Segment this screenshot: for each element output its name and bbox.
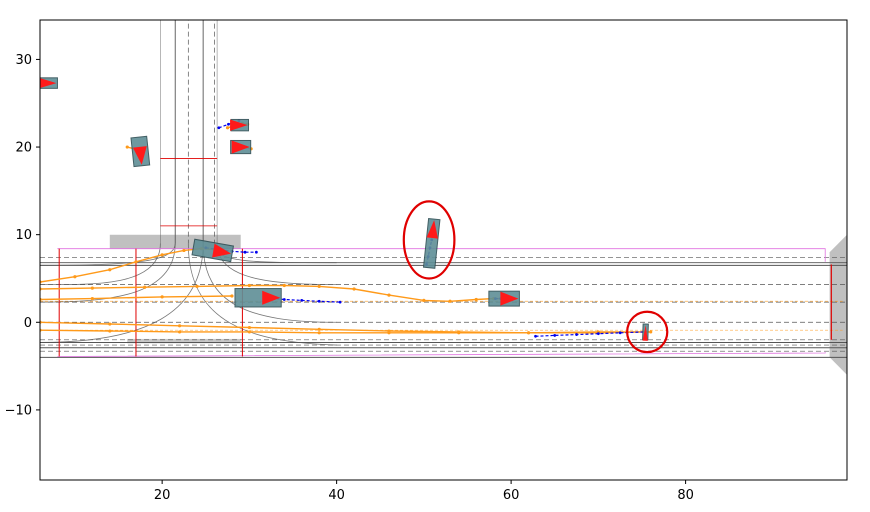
lane-connector [40, 243, 176, 303]
highlight-circle [402, 200, 456, 280]
future-track-point [230, 294, 234, 298]
future-track-point [160, 253, 164, 257]
future-track-point [457, 331, 461, 335]
route-outline [57, 352, 826, 357]
lane-connector [187, 243, 337, 346]
route-outline [57, 248, 826, 262]
future-track-point [387, 293, 391, 297]
future-track-point [247, 325, 251, 330]
history-track-point [575, 333, 578, 336]
vehicle-box [422, 217, 441, 269]
future-track-point [649, 330, 653, 334]
future-track-point [182, 248, 186, 253]
axes: 20 40 60 80 −10 0 10 20 30 [5, 53, 694, 503]
history-track-point [282, 298, 286, 301]
heading-arrow [132, 146, 147, 165]
future-track-point [108, 322, 112, 326]
vehicle-box [488, 290, 520, 307]
future-track-point [160, 295, 164, 299]
future-track-point [195, 284, 199, 288]
history-track-point [217, 126, 221, 130]
future-track-point [225, 126, 230, 130]
y-tick-label: 30 [15, 53, 32, 68]
heading-arrow [230, 119, 248, 131]
y-tick-label: 20 [15, 141, 32, 156]
highlight-circles [402, 200, 669, 354]
future-track-point [422, 298, 426, 302]
lane-connector [216, 243, 337, 286]
vehicle-body [234, 288, 282, 308]
vehicle-box [230, 139, 252, 155]
history-track-point [300, 298, 304, 302]
crosswalk-area [829, 234, 847, 375]
vehicle-box [191, 238, 235, 263]
vehicle-box [230, 118, 250, 132]
heading-arrow [231, 140, 250, 154]
y-tick-label: −10 [5, 403, 32, 418]
lane-connector [40, 243, 161, 286]
heading-arrow [500, 291, 519, 306]
lane-connector [40, 243, 204, 343]
heading-arrow [40, 78, 57, 89]
future-track-point [387, 331, 391, 335]
future-track-point [352, 287, 356, 291]
vehicle-body [191, 238, 235, 263]
future-track-point [108, 329, 112, 333]
history-track [535, 331, 646, 337]
x-tick-label: 20 [154, 488, 171, 503]
y-tick-label: 10 [15, 228, 32, 243]
highlight-circle [626, 310, 669, 354]
agent-boxes [40, 77, 649, 341]
crosswalk-area [127, 338, 241, 344]
future-track-point [177, 330, 182, 334]
future-track-point [526, 331, 531, 335]
history-track-point [618, 331, 622, 335]
future-track-point [125, 145, 129, 149]
vehicle-box [642, 323, 649, 341]
future-track-point [73, 275, 77, 279]
agent-tracks [40, 119, 653, 338]
history-track-point [338, 300, 342, 304]
vehicle-box [130, 135, 151, 168]
history-track-point [534, 334, 537, 338]
heading-arrow [642, 325, 648, 341]
heading-arrow [426, 220, 438, 239]
x-tick-label: 60 [503, 488, 520, 503]
x-tick-label: 40 [328, 488, 345, 503]
future-track [40, 329, 651, 334]
future-track-point [282, 283, 286, 288]
future-track-point [177, 324, 182, 328]
future-track-point [247, 330, 251, 334]
future-track-point [448, 299, 452, 303]
future-track-point [90, 297, 94, 301]
x-tick-label: 80 [677, 488, 694, 503]
history-track-point [227, 122, 230, 126]
future-track-point [134, 260, 138, 264]
future-track-point [317, 327, 321, 331]
future-track-point [108, 268, 112, 272]
future-track-point [317, 331, 321, 335]
lane-connector [40, 243, 176, 266]
vehicle-box [234, 288, 282, 308]
future-track-point [143, 285, 147, 289]
vehicle-box [40, 77, 58, 89]
y-tick-label: 0 [24, 316, 32, 331]
history-track-point [243, 250, 247, 254]
history-track-point [317, 299, 321, 303]
future-track-point [474, 297, 478, 302]
history-track-point [553, 334, 557, 337]
heading-arrow [212, 243, 232, 258]
future-track [40, 295, 232, 301]
history-track-point [596, 332, 600, 336]
heading-arrow [262, 290, 281, 305]
plot-frame [39, 19, 848, 481]
future-track-point [317, 284, 321, 288]
future-track-point [247, 283, 251, 288]
future-track-point [90, 286, 94, 290]
road-map [40, 20, 847, 375]
history-track-point [254, 250, 258, 254]
future-track [40, 284, 505, 303]
